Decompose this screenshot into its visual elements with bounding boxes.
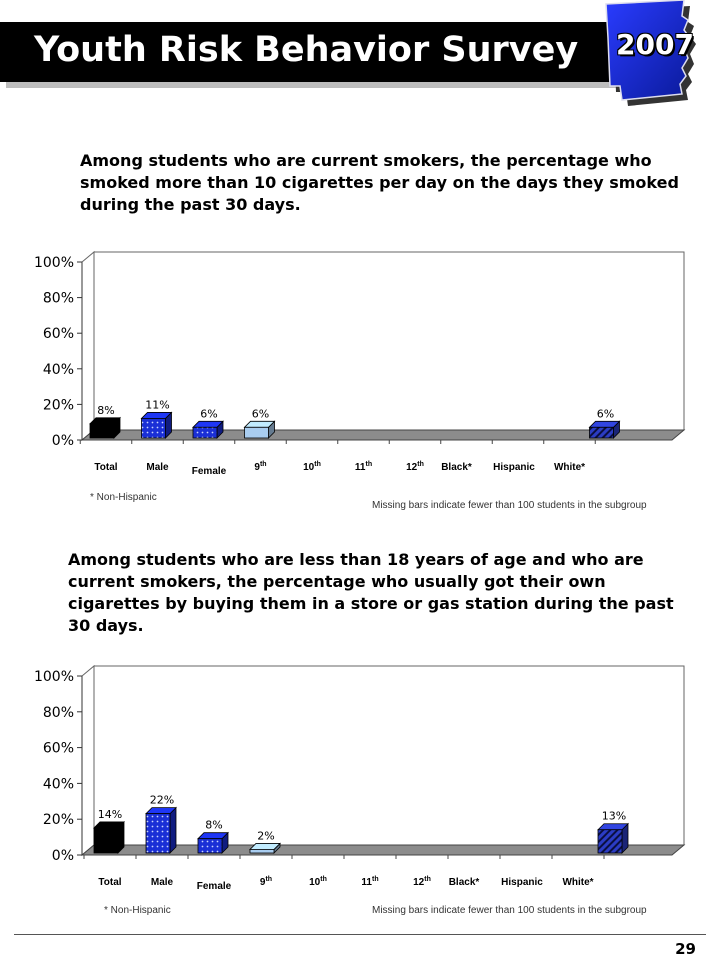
y-tick-label: 40%: [43, 776, 74, 792]
y-tick-label: 0%: [52, 848, 74, 864]
data-label: 6%: [200, 407, 217, 420]
plot-side-wall: [81, 250, 95, 442]
x-category-label: Total: [98, 877, 121, 888]
bar-front: [93, 827, 119, 854]
x-category-label: Black*: [449, 877, 480, 888]
x-category-label: Total: [94, 462, 117, 473]
x-category-label: Female: [192, 466, 227, 477]
y-tick-label: 80%: [43, 291, 74, 307]
chart1-question: Among students who are current smokers, …: [80, 151, 679, 214]
data-label: 14%: [98, 808, 122, 821]
data-label: 22%: [150, 794, 174, 807]
chart1: 0% 20% 40% 60% 80% 100% Total 8% Male 11% Female 6%…: [34, 250, 686, 477]
y-tick-label: 60%: [43, 326, 74, 342]
y-tick-label: 100%: [34, 255, 74, 271]
plot-floor: [80, 844, 686, 856]
data-label: 13%: [602, 810, 626, 823]
plot-side-wall: [81, 664, 95, 857]
x-category-label: Female: [197, 881, 232, 892]
data-label: 6%: [597, 407, 614, 420]
arkansas-state-icon: [605, 0, 696, 106]
bar-front: [197, 838, 223, 854]
chart2: 0% 20% 40% 60% 80% 100% Total 14% Male 22% Female 8…: [34, 664, 686, 892]
bar-total: [89, 416, 121, 439]
bar-front: [141, 418, 166, 439]
bar-9th: [249, 842, 281, 854]
x-category-label: Male: [151, 877, 174, 888]
x-category-label: 10th: [309, 876, 327, 888]
x-category-label: Black*: [441, 462, 472, 473]
bar-total: [93, 820, 125, 854]
bar-9th: [243, 420, 276, 439]
y-tick-label: 60%: [43, 741, 74, 757]
survey-year: 2007: [616, 28, 694, 61]
bar-white: [588, 420, 621, 439]
y-tick-label: 20%: [43, 812, 74, 828]
bar-front: [145, 813, 171, 854]
bar-white: [597, 822, 629, 854]
x-category-label: White*: [554, 462, 585, 473]
x-category-label: 9th: [254, 461, 266, 473]
x-category-label: Hispanic: [501, 877, 543, 888]
y-tick-label: 0%: [52, 433, 74, 449]
x-category-label: 10th: [303, 461, 321, 473]
bar-front: [89, 423, 115, 439]
bar-female: [192, 420, 224, 439]
x-category-label: 12th: [406, 461, 424, 473]
data-label: 6%: [252, 407, 269, 420]
page-number: 29: [675, 940, 696, 958]
data-label: 11%: [145, 398, 169, 411]
chart2-missing-note: Missing bars indicate fewer than 100 stu…: [372, 905, 647, 916]
chart1-missing-note: Missing bars indicate fewer than 100 stu…: [372, 500, 647, 511]
bar-front: [244, 426, 269, 439]
bar-front: [597, 829, 623, 854]
data-label: 2%: [257, 829, 274, 842]
bar-front: [192, 426, 218, 439]
plot-back-wall: [93, 665, 685, 846]
bar-front: [589, 426, 614, 439]
x-category-label: 11th: [361, 876, 378, 888]
bar-side: [169, 806, 177, 854]
title-banner: [0, 22, 610, 82]
x-category-label: 9th: [260, 876, 272, 888]
y-tick-label: 40%: [43, 362, 74, 378]
footer-divider: [14, 934, 706, 935]
bar-female: [197, 831, 229, 854]
chart1-footnote: * Non-Hispanic: [90, 492, 157, 503]
plot-back-wall: [93, 251, 685, 431]
x-category-label: 11th: [355, 461, 372, 473]
bar-front: [249, 849, 275, 854]
bar-male: [145, 806, 177, 854]
data-label: 8%: [97, 404, 114, 417]
x-category-label: White*: [562, 877, 593, 888]
bar-male: [140, 411, 173, 439]
y-tick-label: 80%: [43, 705, 74, 721]
page-title: Youth Risk Behavior Survey: [34, 30, 579, 70]
x-category-label: Male: [146, 462, 169, 473]
chart2-footnote: * Non-Hispanic: [104, 905, 171, 916]
data-label: 8%: [205, 819, 222, 832]
chart2-question: Among students who are less than 18 year…: [68, 550, 674, 635]
y-tick-label: 20%: [43, 397, 74, 413]
x-category-label: 12th: [413, 876, 431, 888]
y-tick-label: 100%: [34, 669, 74, 685]
x-category-label: Hispanic: [493, 462, 535, 473]
